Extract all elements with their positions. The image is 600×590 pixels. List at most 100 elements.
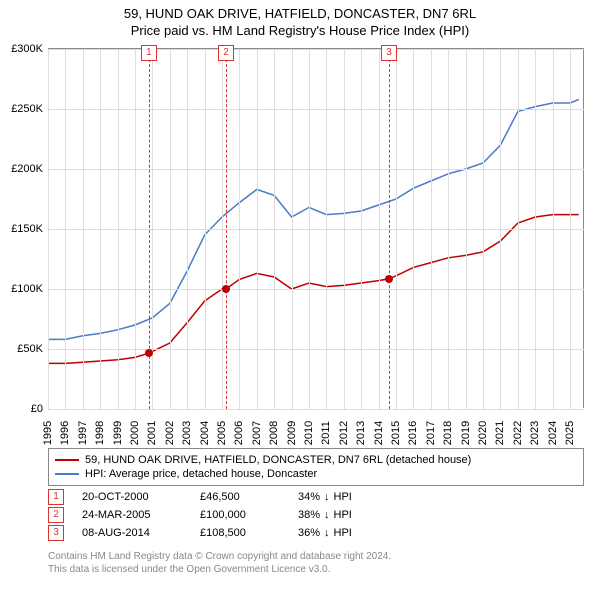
- x-tick-label: 2008: [268, 421, 280, 445]
- sale-price-2: £100,000: [200, 509, 280, 521]
- gridline-v: [118, 49, 119, 409]
- x-tick-label: 2020: [477, 421, 489, 445]
- sale-diff-1: 34% ↓ HPI: [298, 491, 378, 503]
- legend: 59, HUND OAK DRIVE, HATFIELD, DONCASTER,…: [48, 448, 584, 486]
- gridline-v: [344, 49, 345, 409]
- gridline-v: [361, 49, 362, 409]
- marker-dot-2: [222, 285, 230, 293]
- series-hpi: [48, 99, 579, 339]
- x-tick-label: 2006: [233, 421, 245, 445]
- x-tick-label: 2007: [251, 421, 263, 445]
- chart-container: 59, HUND OAK DRIVE, HATFIELD, DONCASTER,…: [0, 0, 600, 590]
- gridline-v: [326, 49, 327, 409]
- gridline-h: [48, 49, 584, 50]
- gridline-v: [239, 49, 240, 409]
- gridline-v: [518, 49, 519, 409]
- x-tick-label: 2019: [460, 421, 472, 445]
- gridline-v: [396, 49, 397, 409]
- gridline-h: [48, 349, 584, 350]
- x-tick-label: 2022: [512, 421, 524, 445]
- x-tick-label: 2002: [164, 421, 176, 445]
- marker-line-3: [389, 49, 390, 409]
- x-tick-label: 2023: [529, 421, 541, 445]
- sale-date-1: 20-OCT-2000: [82, 491, 182, 503]
- y-tick-label: £250K: [0, 103, 43, 115]
- x-tick-label: 2005: [216, 421, 228, 445]
- gridline-h: [48, 169, 584, 170]
- gridline-v: [187, 49, 188, 409]
- gridline-v: [100, 49, 101, 409]
- legend-swatch-property: [55, 459, 79, 461]
- gridline-v: [500, 49, 501, 409]
- gridline-v: [379, 49, 380, 409]
- sale-marker-3: 3: [48, 525, 64, 541]
- x-tick-label: 2021: [494, 421, 506, 445]
- gridline-v: [431, 49, 432, 409]
- arrow-down-icon: ↓: [324, 527, 330, 539]
- gridline-h: [48, 289, 584, 290]
- legend-row-hpi: HPI: Average price, detached house, Donc…: [55, 467, 577, 481]
- gridline-v: [535, 49, 536, 409]
- sale-price-1: £46,500: [200, 491, 280, 503]
- sale-marker-1: 1: [48, 489, 64, 505]
- gridline-h: [48, 109, 584, 110]
- gridline-v: [292, 49, 293, 409]
- x-tick-label: 1999: [112, 421, 124, 445]
- x-tick-label: 1997: [77, 421, 89, 445]
- footer-line-2: This data is licensed under the Open Gov…: [48, 563, 391, 576]
- arrow-down-icon: ↓: [324, 491, 330, 503]
- gridline-v: [205, 49, 206, 409]
- title-main: 59, HUND OAK DRIVE, HATFIELD, DONCASTER,…: [0, 6, 600, 21]
- x-tick-label: 2009: [286, 421, 298, 445]
- gridline-v: [448, 49, 449, 409]
- gridline-v: [466, 49, 467, 409]
- legend-label-hpi: HPI: Average price, detached house, Donc…: [85, 468, 317, 480]
- x-tick-label: 2024: [547, 421, 559, 445]
- y-tick-label: £150K: [0, 223, 43, 235]
- chart-area: £0£50K£100K£150K£200K£250K£300K199519961…: [48, 48, 584, 408]
- gridline-v: [483, 49, 484, 409]
- title-block: 59, HUND OAK DRIVE, HATFIELD, DONCASTER,…: [0, 0, 600, 38]
- sale-marker-2: 2: [48, 507, 64, 523]
- x-tick-label: 1998: [94, 421, 106, 445]
- gridline-v: [83, 49, 84, 409]
- sale-diff-2: 38% ↓ HPI: [298, 509, 378, 521]
- gridline-v: [274, 49, 275, 409]
- y-tick-label: £300K: [0, 43, 43, 55]
- x-tick-label: 2011: [320, 421, 332, 445]
- y-tick-label: £100K: [0, 283, 43, 295]
- gridline-v: [570, 49, 571, 409]
- sale-row-3: 3 08-AUG-2014 £108,500 36% ↓ HPI: [48, 524, 584, 542]
- marker-box-3: 3: [381, 45, 397, 61]
- gridline-v: [48, 49, 49, 409]
- y-tick-label: £50K: [0, 343, 43, 355]
- gridline-h: [48, 229, 584, 230]
- gridline-v: [309, 49, 310, 409]
- legend-row-property: 59, HUND OAK DRIVE, HATFIELD, DONCASTER,…: [55, 453, 577, 467]
- gridline-h: [48, 409, 584, 410]
- x-tick-label: 2003: [181, 421, 193, 445]
- sale-diff-3: 36% ↓ HPI: [298, 527, 378, 539]
- gridline-v: [135, 49, 136, 409]
- sale-row-1: 1 20-OCT-2000 £46,500 34% ↓ HPI: [48, 488, 584, 506]
- legend-swatch-hpi: [55, 473, 79, 475]
- x-tick-label: 2025: [564, 421, 576, 445]
- x-tick-label: 2016: [407, 421, 419, 445]
- x-tick-label: 2017: [425, 421, 437, 445]
- x-tick-label: 2015: [390, 421, 402, 445]
- x-tick-label: 2012: [338, 421, 350, 445]
- gridline-v: [257, 49, 258, 409]
- legend-label-property: 59, HUND OAK DRIVE, HATFIELD, DONCASTER,…: [85, 454, 471, 466]
- x-tick-label: 2014: [373, 421, 385, 445]
- marker-dot-1: [145, 349, 153, 357]
- sales-table: 1 20-OCT-2000 £46,500 34% ↓ HPI 2 24-MAR…: [48, 488, 584, 542]
- gridline-v: [553, 49, 554, 409]
- title-sub: Price paid vs. HM Land Registry's House …: [0, 23, 600, 38]
- sale-price-3: £108,500: [200, 527, 280, 539]
- gridline-v: [152, 49, 153, 409]
- y-tick-label: £0: [0, 403, 43, 415]
- x-tick-label: 2013: [355, 421, 367, 445]
- marker-box-1: 1: [141, 45, 157, 61]
- x-tick-label: 1995: [42, 421, 54, 445]
- y-tick-label: £200K: [0, 163, 43, 175]
